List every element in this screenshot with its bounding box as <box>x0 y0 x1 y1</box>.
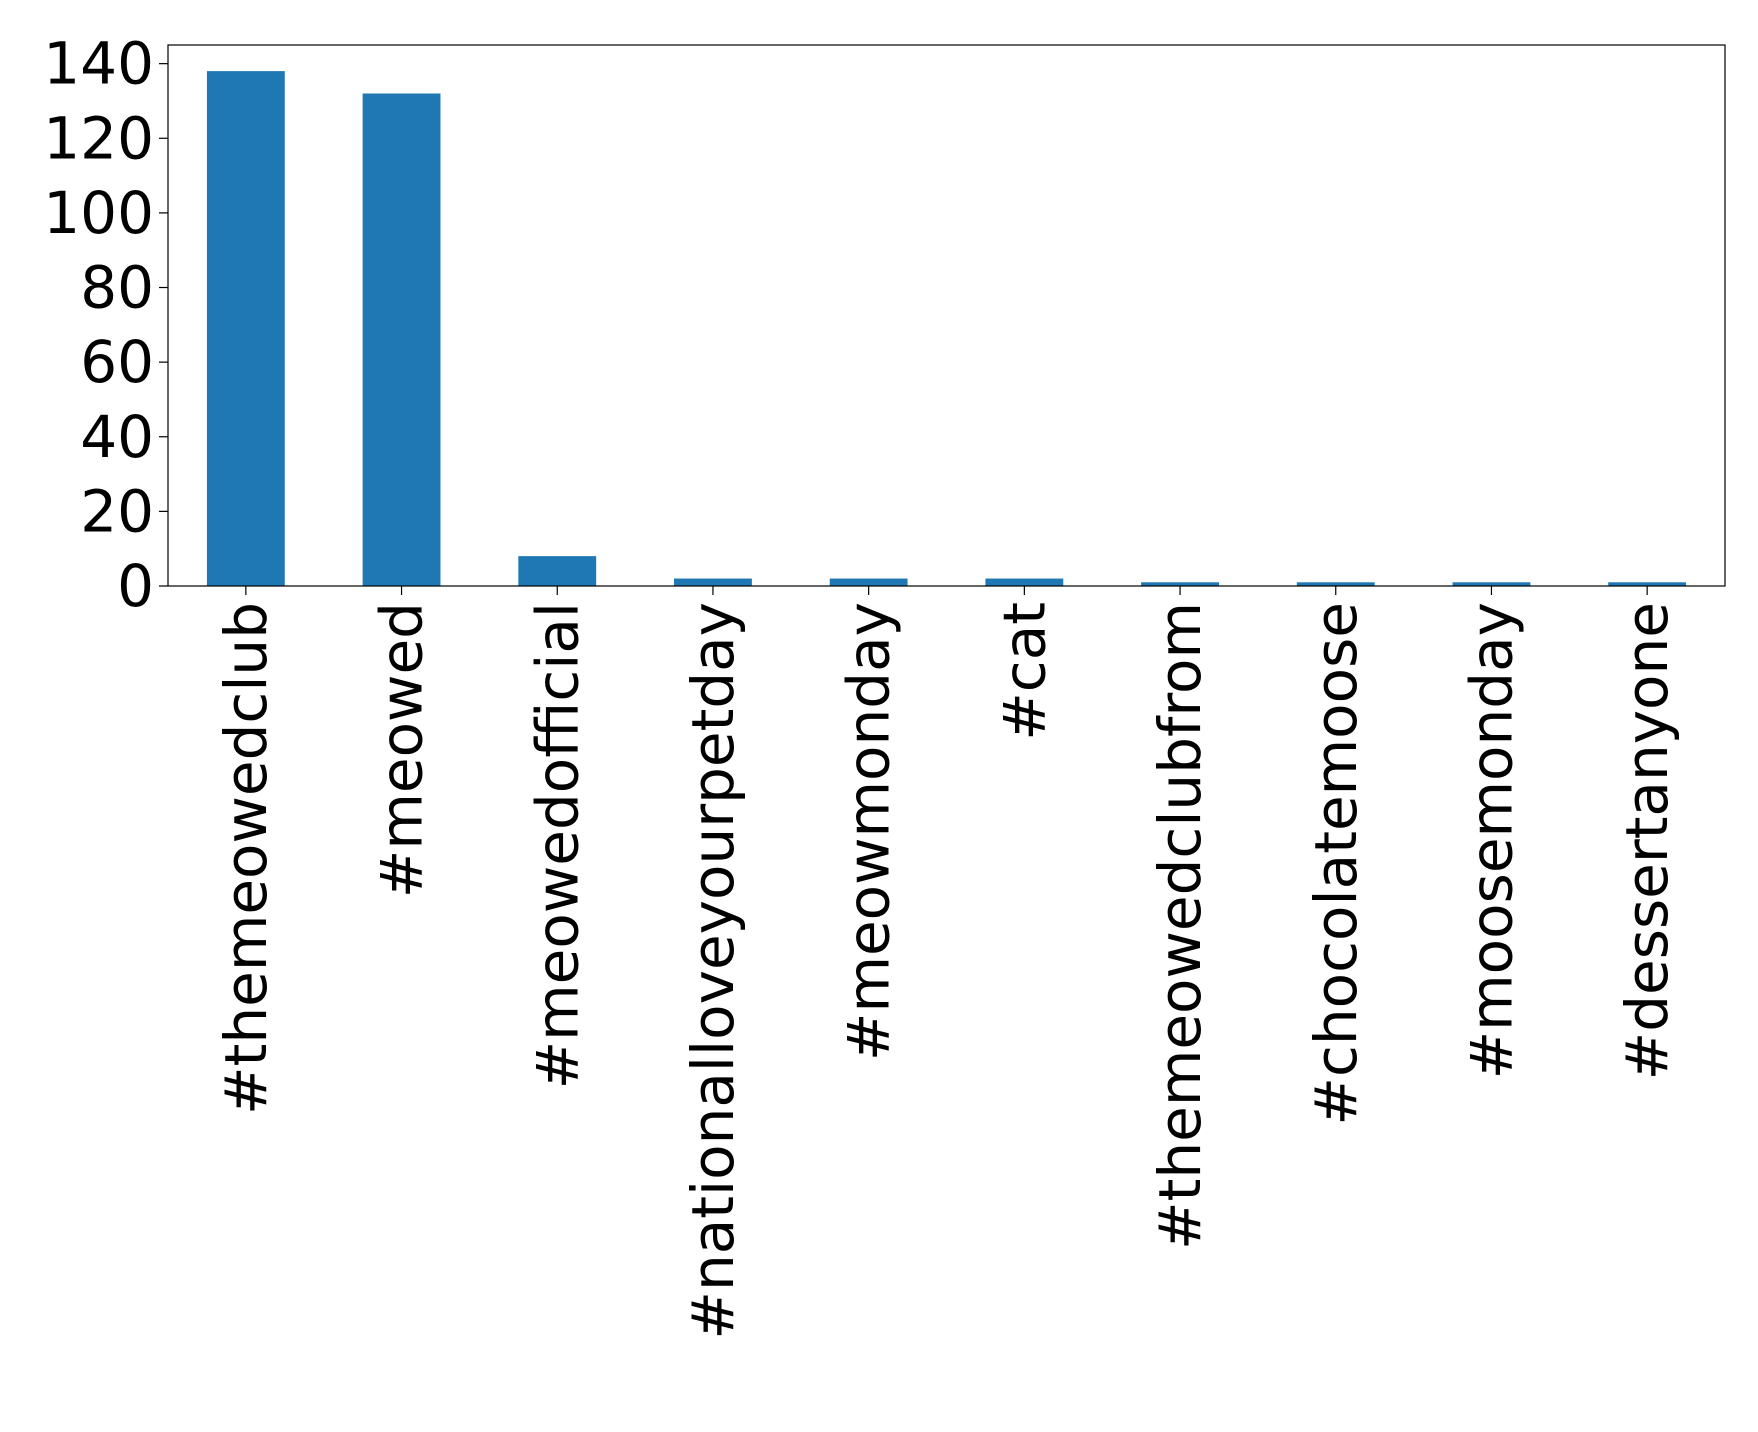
axes-layer <box>167 44 1726 587</box>
x-tick-label-1: #meowed <box>368 602 436 898</box>
bar-9 <box>1608 582 1687 586</box>
y-tick-label-3: 60 <box>80 328 154 396</box>
bar-2 <box>518 556 597 586</box>
x-tick-label-3: #nationalloveyourpetday <box>679 602 747 1340</box>
x-tick-label-0: #themeowedclub <box>212 602 280 1115</box>
bar-5 <box>985 578 1064 586</box>
x-tick-label-7: #chocolatemoose <box>1302 602 1370 1126</box>
bars-layer <box>206 71 1687 586</box>
x-tick-label-5: #cat <box>990 602 1058 741</box>
bar-3 <box>674 578 752 586</box>
y-tick-label-5: 100 <box>43 179 154 247</box>
y-tick-label-7: 140 <box>43 30 154 98</box>
y-tick-label-0: 0 <box>117 552 154 620</box>
bar-0 <box>206 71 285 586</box>
bar-1 <box>362 93 441 586</box>
bar-8 <box>1452 582 1531 586</box>
x-tick-label-6: #themeowedclubfrom <box>1146 602 1214 1250</box>
x-tick-label-8: #moosemonday <box>1457 602 1525 1079</box>
y-tick-label-6: 120 <box>43 104 154 172</box>
x-tick-label-4: #meowmonday <box>835 602 903 1061</box>
bar-4 <box>829 578 908 586</box>
y-tick-label-1: 20 <box>80 477 154 545</box>
y-tick-label-2: 40 <box>80 403 154 471</box>
x-tick-label-2: #meowedofficial <box>523 602 591 1089</box>
bar-7 <box>1296 582 1375 586</box>
x-tick-label-9: #dessertanyone <box>1613 602 1681 1080</box>
x-axis-ticks: #themeowedclub #meowed #meowedofficial #nat… <box>212 586 1681 1340</box>
bar-6 <box>1141 582 1219 586</box>
plot-frame <box>167 44 1726 587</box>
y-tick-label-4: 80 <box>80 254 154 322</box>
